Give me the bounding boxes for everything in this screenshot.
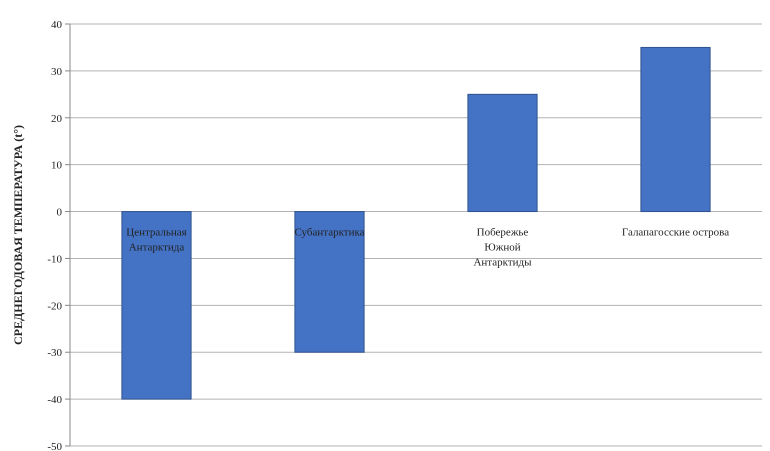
y-axis-ticks: 40 30 20 10 0 -10 -20 -30 -40 -50 xyxy=(47,19,70,451)
category-label: Центральная Антарктида xyxy=(126,227,186,254)
y-tick-label: 30 xyxy=(51,66,63,78)
bar xyxy=(640,46,711,213)
y-tick-label: -20 xyxy=(47,300,62,312)
bar xyxy=(294,211,365,353)
y-tick-label: -10 xyxy=(47,253,62,265)
category-label: Галапагосские острова xyxy=(622,227,729,239)
y-tick-label: -30 xyxy=(47,347,62,359)
category-labels: Центральная Антарктида Субантарктика Побере… xyxy=(126,227,729,269)
y-tick-label: 0 xyxy=(57,207,63,219)
bar xyxy=(467,93,538,213)
bar xyxy=(121,211,192,400)
y-tick-label: 20 xyxy=(51,113,63,125)
y-tick-label: 40 xyxy=(51,19,63,31)
bars xyxy=(121,46,711,400)
y-tick-label: -40 xyxy=(47,394,62,406)
y-axis-label: СРЕДНЕГОДОВАЯ ТЕМПЕРАТУРА (t°) xyxy=(11,125,25,345)
y-tick-label: 10 xyxy=(51,160,63,172)
category-label: Побережье Южной Антарктиды xyxy=(473,227,532,269)
y-tick-label: -50 xyxy=(47,441,62,451)
category-label: Субантарктика xyxy=(294,227,364,239)
